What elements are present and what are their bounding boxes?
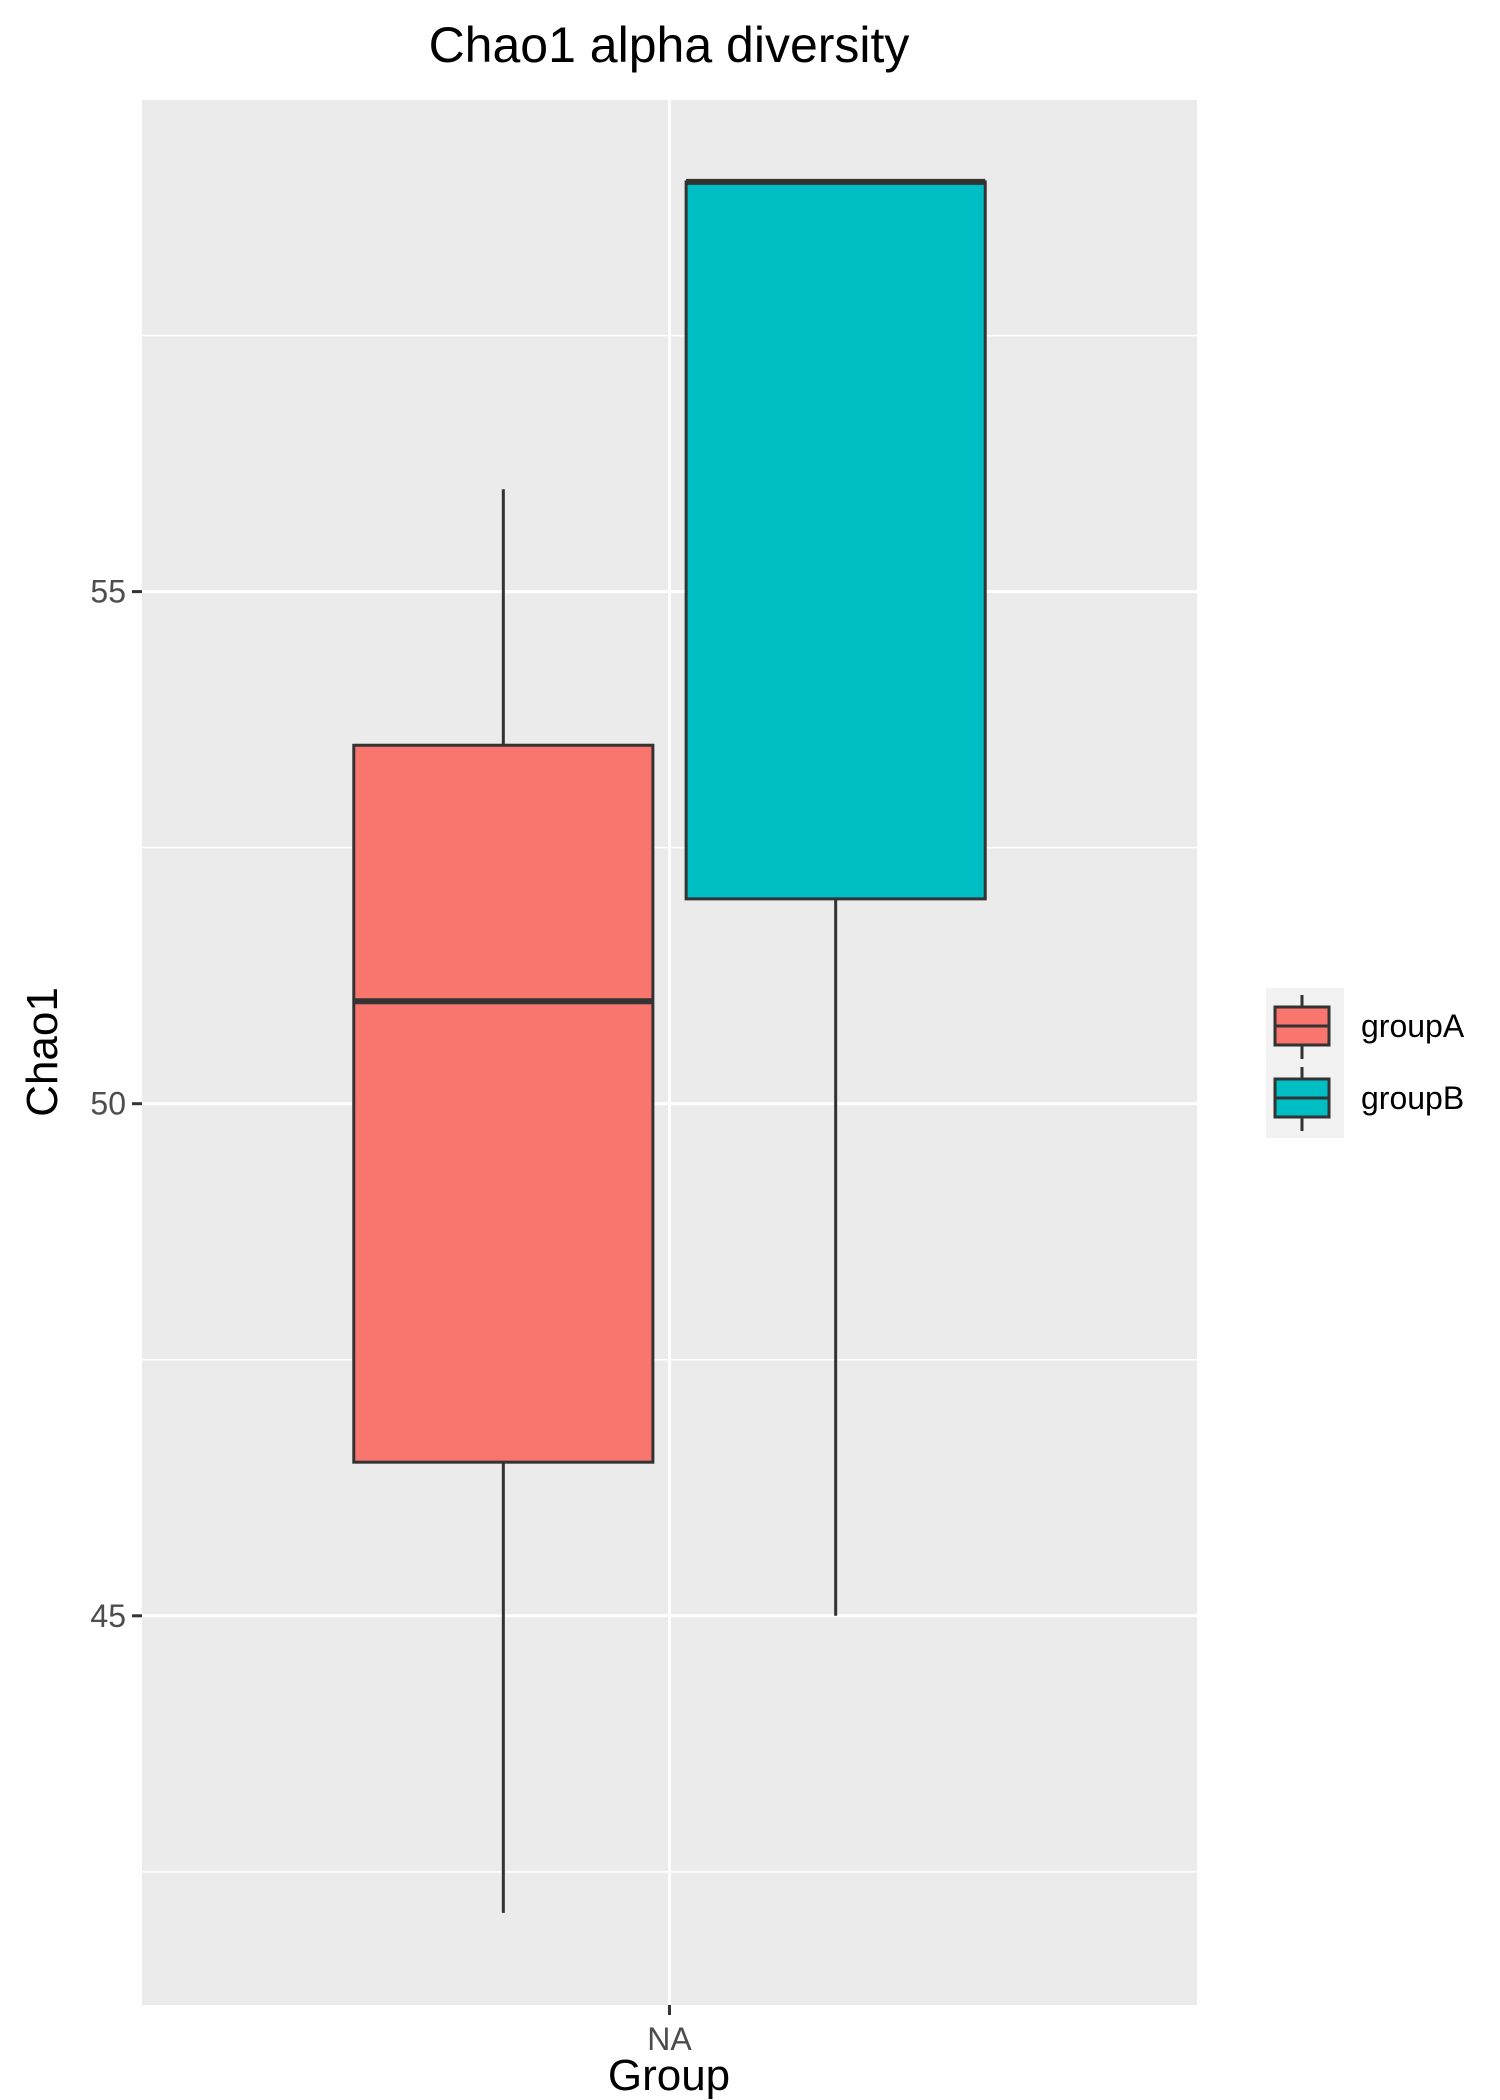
chart-title: Chao1 alpha diversity xyxy=(429,17,910,73)
legend-label-groupA: groupA xyxy=(1361,1008,1465,1044)
box-groupA xyxy=(352,489,655,1913)
y-axis: 45 50 55 xyxy=(90,574,142,1634)
legend-label-groupB: groupB xyxy=(1361,1080,1464,1116)
box-body xyxy=(352,743,655,1464)
x-tick-label: NA xyxy=(647,2021,692,2057)
y-tick-label: 45 xyxy=(90,1598,126,1634)
y-tick-label: 50 xyxy=(90,1086,126,1122)
y-tick-label: 55 xyxy=(90,574,126,610)
y-axis-title: Chao1 xyxy=(18,987,67,1117)
x-axis: NA xyxy=(647,2005,692,2057)
box-groupB xyxy=(684,178,987,1616)
box-body xyxy=(684,180,987,901)
legend-key-groupA xyxy=(1273,995,1331,1059)
legend-key-groupB xyxy=(1273,1067,1331,1131)
x-axis-title: Group xyxy=(608,2051,730,2100)
grid-lines xyxy=(142,100,1197,2005)
legend: groupA groupB xyxy=(1266,988,1465,1138)
box-plot-series xyxy=(352,178,987,1913)
